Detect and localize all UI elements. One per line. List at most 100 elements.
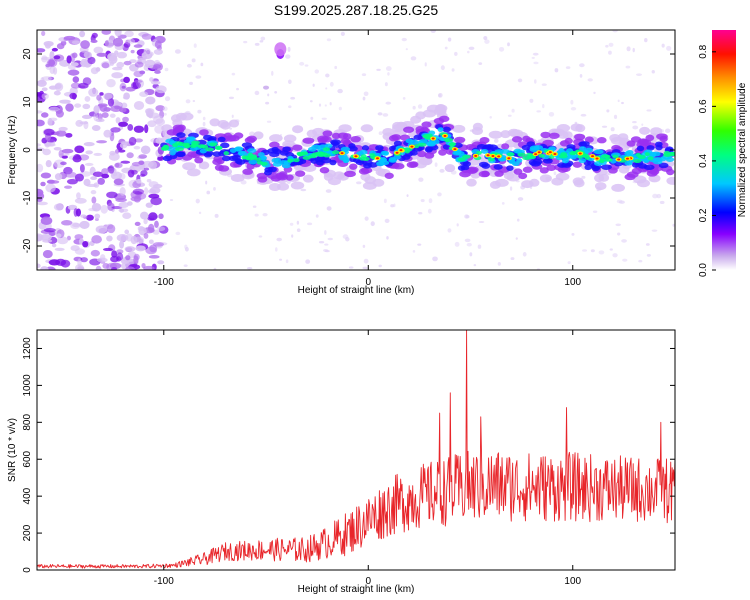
noise-blob [119, 82, 127, 92]
noise-speck [324, 249, 330, 253]
noise-blob [112, 37, 124, 47]
noise-blob [41, 87, 48, 92]
noise-blob [154, 70, 161, 74]
noise-speck [362, 244, 366, 248]
noise-blob [101, 168, 109, 175]
noise-blob [149, 77, 154, 82]
ridge-blob [417, 142, 427, 147]
noise-blob [92, 171, 104, 177]
noise-blob [102, 247, 113, 252]
noise-blob [70, 222, 81, 229]
ridge-peak-core [354, 155, 358, 158]
noise-speck [164, 96, 171, 102]
noise-blob [116, 256, 122, 262]
noise-blob [114, 105, 121, 110]
noise-blob [145, 96, 156, 105]
noise-speck [318, 103, 322, 107]
noise-speck [185, 99, 191, 104]
noise-speck [340, 31, 345, 36]
noise-speck [183, 264, 188, 267]
noise-blob [55, 130, 67, 137]
noise-blob [91, 124, 101, 131]
ridge-blob [175, 151, 186, 157]
noise-speck [186, 63, 192, 68]
ridge-blob [388, 156, 396, 162]
ridge-blob [421, 121, 432, 128]
ridge-peak-core [443, 134, 447, 137]
noise-blob [124, 246, 136, 252]
noise-blob [94, 213, 101, 219]
noise-speck [164, 67, 169, 72]
noise-blob [54, 247, 65, 252]
ridge-blob [557, 162, 568, 168]
ridge-blob [600, 154, 610, 159]
ridge-blob [417, 150, 427, 158]
noise-blob [90, 249, 100, 257]
noise-speck [646, 254, 651, 257]
noise-speck [418, 212, 423, 215]
ridge-blob [331, 150, 340, 155]
noise-blob [87, 56, 96, 65]
noise-blob [63, 35, 76, 41]
ridge-blob [666, 176, 675, 185]
noise-speck [236, 87, 240, 91]
noise-blob [116, 51, 127, 59]
noise-blob [60, 161, 67, 166]
ridge-blob [612, 154, 619, 159]
noise-blob [114, 162, 123, 169]
ridge-blob [344, 170, 356, 178]
colorbar-tick-label: 0.8 [698, 44, 709, 58]
noise-speck [202, 121, 206, 127]
ridge-blob [526, 152, 533, 157]
noise-speck [447, 37, 452, 42]
noise-speck [610, 127, 615, 132]
noise-blob [114, 30, 122, 37]
ridge-blob [238, 151, 246, 156]
ridge-blob [363, 162, 372, 169]
ridge-blob [277, 182, 290, 191]
noise-blob [83, 178, 91, 187]
ridge-blob [200, 144, 209, 149]
noise-blob [37, 119, 45, 127]
noise-blob [124, 229, 130, 235]
ridge-blob [466, 167, 478, 174]
noise-speck [608, 50, 612, 55]
ridge-blob [191, 143, 200, 148]
noise-speck [625, 65, 631, 69]
noise-blob [118, 172, 126, 180]
noise-speck [266, 120, 272, 123]
noise-speck [579, 63, 585, 68]
noise-speck [228, 96, 235, 100]
ridge-blob [611, 183, 626, 192]
noise-blob [37, 201, 48, 206]
noise-blob [53, 90, 61, 96]
colorbar-tick-label: 0.6 [698, 99, 709, 113]
ridge-blob [418, 157, 433, 166]
ridge-blob [302, 155, 311, 160]
noise-speck [309, 100, 313, 103]
noise-speck [377, 112, 383, 116]
noise-speck [608, 172, 611, 176]
noise-blob [51, 243, 57, 248]
noise-blob [134, 138, 144, 143]
ridge-blob [361, 145, 370, 151]
noise-speck [541, 83, 547, 86]
noise-speck [509, 186, 513, 191]
noise-speck [522, 252, 527, 257]
noise-speck [387, 72, 390, 76]
noise-speck [438, 93, 442, 98]
ridge-blob [204, 147, 214, 152]
noise-speck [501, 202, 505, 205]
ridge-blob [561, 158, 569, 164]
noise-blob [149, 244, 158, 253]
ridge-blob [255, 157, 261, 162]
noise-speck [417, 243, 422, 246]
spectrogram-x-tick-label: 100 [564, 277, 581, 288]
noise-blob [37, 48, 46, 53]
ridge-blob [360, 172, 371, 181]
noise-blob [97, 103, 108, 107]
noise-blob [74, 197, 87, 204]
colorbar-ticks: 0.0 0.2 0.4 0.6 0.8 [698, 44, 716, 277]
noise-blob [45, 183, 56, 193]
noise-speck [581, 175, 586, 179]
